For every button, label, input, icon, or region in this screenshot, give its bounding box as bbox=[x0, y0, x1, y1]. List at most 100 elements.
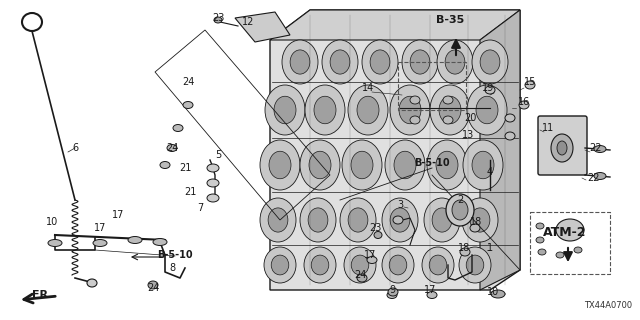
Text: TX44A0700: TX44A0700 bbox=[584, 301, 632, 310]
Ellipse shape bbox=[268, 208, 288, 232]
Text: 21: 21 bbox=[184, 187, 196, 197]
Ellipse shape bbox=[348, 208, 368, 232]
Ellipse shape bbox=[394, 151, 416, 179]
Text: B-5-10: B-5-10 bbox=[157, 250, 193, 260]
Ellipse shape bbox=[300, 198, 336, 242]
Ellipse shape bbox=[536, 237, 544, 243]
Ellipse shape bbox=[274, 96, 296, 124]
Ellipse shape bbox=[594, 146, 606, 153]
Ellipse shape bbox=[388, 288, 398, 296]
Ellipse shape bbox=[574, 247, 582, 253]
Ellipse shape bbox=[260, 140, 300, 190]
Ellipse shape bbox=[264, 247, 296, 283]
Text: 17: 17 bbox=[94, 223, 106, 233]
Text: 16: 16 bbox=[518, 97, 530, 107]
Ellipse shape bbox=[304, 247, 336, 283]
Ellipse shape bbox=[519, 101, 529, 109]
Ellipse shape bbox=[594, 172, 606, 180]
Ellipse shape bbox=[340, 198, 376, 242]
Ellipse shape bbox=[551, 134, 573, 162]
Ellipse shape bbox=[207, 164, 219, 172]
Text: 3: 3 bbox=[397, 200, 403, 210]
Bar bbox=[530, 212, 610, 274]
Text: 9: 9 bbox=[389, 285, 395, 295]
Ellipse shape bbox=[505, 132, 515, 140]
Ellipse shape bbox=[462, 198, 498, 242]
Ellipse shape bbox=[282, 40, 318, 84]
Ellipse shape bbox=[436, 151, 458, 179]
Ellipse shape bbox=[351, 151, 373, 179]
Ellipse shape bbox=[472, 40, 508, 84]
Ellipse shape bbox=[390, 208, 410, 232]
Text: FR.: FR. bbox=[32, 290, 52, 300]
Text: 11: 11 bbox=[542, 123, 554, 133]
Ellipse shape bbox=[173, 124, 183, 132]
Ellipse shape bbox=[439, 96, 461, 124]
Ellipse shape bbox=[410, 50, 430, 74]
Ellipse shape bbox=[393, 216, 403, 224]
Ellipse shape bbox=[271, 255, 289, 275]
Ellipse shape bbox=[382, 198, 418, 242]
Ellipse shape bbox=[466, 255, 484, 275]
Text: 18: 18 bbox=[470, 217, 482, 227]
Ellipse shape bbox=[153, 238, 167, 245]
Text: 6: 6 bbox=[72, 143, 78, 153]
Text: 8: 8 bbox=[169, 263, 175, 273]
Ellipse shape bbox=[485, 86, 495, 94]
Ellipse shape bbox=[260, 198, 296, 242]
Ellipse shape bbox=[446, 194, 474, 226]
Ellipse shape bbox=[437, 40, 473, 84]
Ellipse shape bbox=[357, 274, 367, 282]
Text: 2: 2 bbox=[457, 195, 463, 205]
Text: B-5-10: B-5-10 bbox=[414, 158, 450, 168]
Text: 22: 22 bbox=[589, 143, 602, 153]
Ellipse shape bbox=[309, 151, 331, 179]
Ellipse shape bbox=[430, 85, 470, 135]
Text: 17: 17 bbox=[364, 250, 376, 260]
Ellipse shape bbox=[387, 292, 397, 299]
Text: ATM-2: ATM-2 bbox=[543, 226, 587, 238]
Text: 24: 24 bbox=[166, 143, 178, 153]
FancyBboxPatch shape bbox=[538, 116, 587, 175]
Ellipse shape bbox=[556, 252, 564, 258]
Text: 23: 23 bbox=[369, 223, 381, 233]
Ellipse shape bbox=[525, 81, 535, 89]
Ellipse shape bbox=[362, 40, 398, 84]
Ellipse shape bbox=[390, 85, 430, 135]
Ellipse shape bbox=[429, 255, 447, 275]
Text: B-35: B-35 bbox=[436, 15, 464, 25]
Text: 13: 13 bbox=[462, 130, 474, 140]
Ellipse shape bbox=[351, 255, 369, 275]
Ellipse shape bbox=[445, 50, 465, 74]
Ellipse shape bbox=[460, 248, 470, 256]
Ellipse shape bbox=[148, 281, 158, 289]
Polygon shape bbox=[270, 10, 520, 40]
Bar bbox=[398, 62, 466, 110]
Ellipse shape bbox=[472, 151, 494, 179]
Ellipse shape bbox=[214, 17, 222, 23]
Ellipse shape bbox=[290, 50, 310, 74]
Ellipse shape bbox=[314, 96, 336, 124]
Ellipse shape bbox=[480, 50, 500, 74]
Text: 20: 20 bbox=[464, 113, 476, 123]
Ellipse shape bbox=[207, 179, 219, 187]
Text: 10: 10 bbox=[46, 217, 58, 227]
Ellipse shape bbox=[374, 231, 382, 238]
Ellipse shape bbox=[344, 247, 376, 283]
Ellipse shape bbox=[308, 208, 328, 232]
Text: 24: 24 bbox=[147, 283, 159, 293]
Ellipse shape bbox=[476, 96, 498, 124]
Ellipse shape bbox=[382, 247, 414, 283]
Text: 24: 24 bbox=[182, 77, 194, 87]
Text: 23: 23 bbox=[212, 13, 224, 23]
Text: 4: 4 bbox=[487, 167, 493, 177]
Text: 5: 5 bbox=[215, 150, 221, 160]
Ellipse shape bbox=[410, 96, 420, 104]
Ellipse shape bbox=[342, 140, 382, 190]
Ellipse shape bbox=[370, 50, 390, 74]
Ellipse shape bbox=[538, 249, 546, 255]
Ellipse shape bbox=[422, 247, 454, 283]
Polygon shape bbox=[235, 12, 290, 42]
Ellipse shape bbox=[467, 85, 507, 135]
Text: 17: 17 bbox=[424, 285, 436, 295]
